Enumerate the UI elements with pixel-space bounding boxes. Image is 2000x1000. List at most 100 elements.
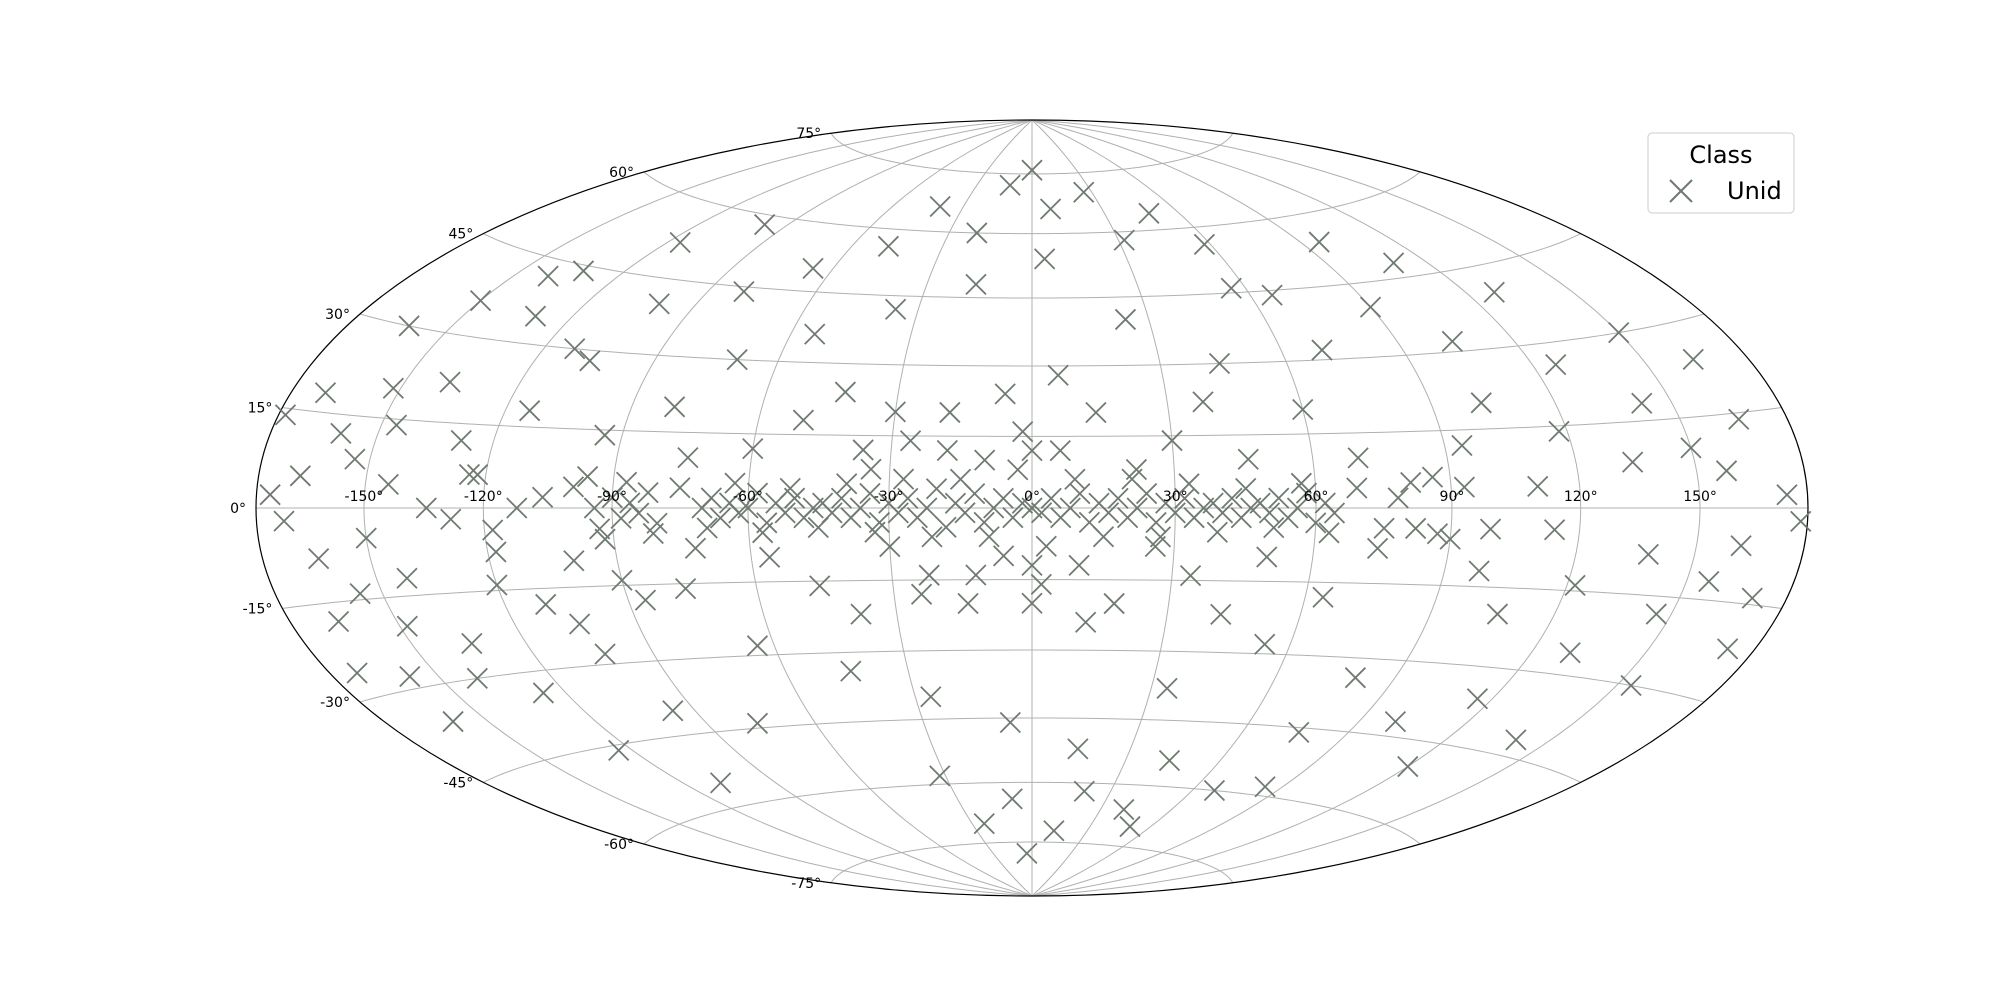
scatter-point (1121, 468, 1143, 490)
longitude-tick-labels: -150° -120° -90° -60° -30° 0° 30° 60° 90° 120° 150… (345, 489, 1717, 505)
scatter-point (1426, 523, 1449, 545)
scatter-point (1073, 181, 1095, 203)
scatter-point (1468, 560, 1490, 582)
scatter-point (273, 510, 295, 532)
latitude-tick-label: -60° (604, 837, 634, 853)
scatter-point (1559, 642, 1581, 664)
scatter-point (274, 404, 297, 426)
scatter-point (1545, 354, 1567, 376)
parallel-line (643, 171, 1421, 235)
scatter-point (1466, 688, 1489, 710)
scatter-point (1021, 592, 1043, 614)
scatter-point (461, 632, 483, 655)
scatter-point (1730, 535, 1752, 557)
scatter-point (1039, 198, 1062, 220)
scatter-point (830, 487, 853, 509)
scatter-point (1548, 420, 1570, 442)
scatter-point (1323, 502, 1346, 524)
parallel-line (359, 649, 1705, 703)
scatter-point (992, 545, 1015, 567)
scatter-point (532, 682, 555, 704)
scatter-point (589, 518, 611, 540)
scatter-point (259, 484, 281, 506)
scatter-points (259, 159, 1812, 864)
scatter-point (619, 492, 641, 514)
scatter-point (1064, 468, 1086, 490)
scatter-point (486, 574, 508, 596)
scatter-point (1208, 352, 1231, 375)
latitude-tick-label: 45° (448, 227, 473, 243)
scatter-point (1237, 448, 1259, 470)
scatter-point (840, 660, 862, 682)
scatter-point (1776, 484, 1798, 506)
scatter-point (1040, 487, 1062, 510)
scatter-point (594, 424, 616, 446)
scatter-point (733, 280, 755, 303)
scatter-point (1049, 439, 1071, 462)
scatter-point (1312, 586, 1334, 608)
scatter-point (724, 472, 746, 494)
latitude-tick-label: 75° (796, 126, 821, 142)
scatter-point (834, 381, 856, 403)
scatter-point (1210, 603, 1232, 626)
scatter-point (628, 502, 650, 524)
scatter-point (1608, 322, 1630, 344)
scatter-point (746, 712, 769, 734)
scatter-point (921, 526, 943, 548)
scatter-point (935, 516, 957, 538)
scatter-point (792, 409, 815, 431)
scatter-point (485, 541, 507, 563)
scatter-point (954, 502, 976, 524)
legend-entry-label: Unid (1727, 177, 1782, 205)
scatter-point (1119, 815, 1141, 838)
scatter-point (1192, 391, 1214, 413)
scatter-point (1016, 842, 1038, 864)
scatter-point (696, 517, 718, 539)
scatter-point (899, 430, 922, 452)
scatter-point (887, 502, 909, 524)
scatter-point (992, 487, 1014, 510)
scatter-point (466, 667, 488, 690)
scatter-point (1292, 398, 1314, 421)
scatter-point (398, 315, 420, 337)
scatter-point (355, 527, 377, 549)
scatter-point (1174, 487, 1196, 509)
scatter-point (608, 739, 630, 762)
scatter-point (1021, 554, 1043, 576)
scatter-point (1439, 528, 1461, 550)
scatter-point (576, 465, 599, 488)
projection-frame (255, 119, 1809, 897)
scatter-point (535, 593, 557, 616)
scatter-point (1716, 638, 1739, 660)
scatter-point (684, 537, 707, 559)
scatter-point (974, 449, 996, 471)
scatter-point (1001, 788, 1023, 810)
scatter-point (396, 567, 418, 589)
scatter-point (506, 497, 528, 519)
longitude-tick-label: -90° (597, 489, 627, 505)
scatter-point (752, 522, 774, 544)
scatter-point (396, 615, 418, 637)
scatter-point (1021, 440, 1043, 462)
scatter-point (1404, 517, 1427, 540)
scatter-point (859, 482, 881, 505)
scatter-point (1373, 517, 1395, 539)
scatter-point (442, 710, 464, 733)
scatter-point (1359, 296, 1382, 318)
longitude-tick-label: -120° (464, 489, 503, 505)
scatter-point (1092, 526, 1115, 548)
latitude-tick-label: 0° (230, 501, 246, 517)
scatter-point (1254, 633, 1276, 655)
scatter-point (1384, 710, 1407, 733)
scatter-point (737, 497, 759, 519)
scatter-point (864, 521, 886, 543)
scatter-point (1030, 573, 1052, 596)
scatter-point (1235, 477, 1257, 500)
scatter-point (1453, 476, 1475, 498)
scatter-point (978, 526, 1000, 548)
longitude-tick-label: 150° (1683, 489, 1717, 505)
scatter-point (1564, 574, 1586, 597)
scatter-point (1682, 348, 1704, 370)
scatter-point (965, 273, 987, 296)
scatter-point (610, 507, 632, 529)
